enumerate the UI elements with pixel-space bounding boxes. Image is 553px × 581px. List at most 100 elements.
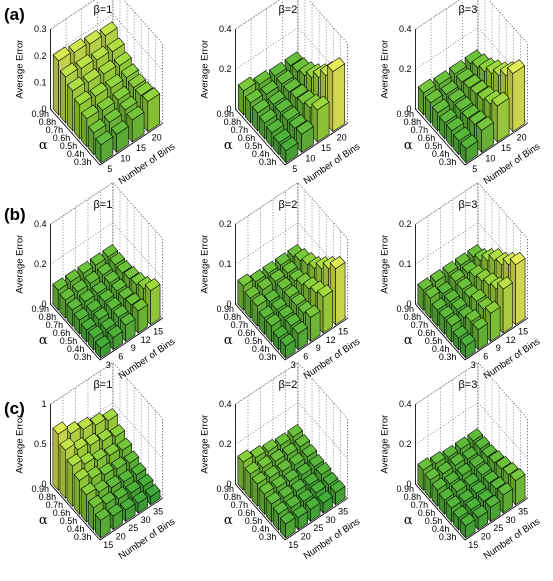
- bar-0.3h-15: [509, 252, 526, 326]
- z-tick-label: 0.2: [34, 259, 47, 269]
- alpha-tick-label: 0.6h: [418, 508, 436, 518]
- alpha-tick-label: 0.8h: [404, 117, 422, 127]
- bar-0.3h-20: [507, 59, 526, 133]
- alpha-tick-label: 0.9h: [397, 109, 415, 119]
- chart-bars: [417, 428, 526, 539]
- bar-0.3h-35: [144, 484, 161, 506]
- chart-1-2: 0 0.2 0.4 0.9h0.8h0.7h0.6h0.5h0.4h0.3h 5 10 15…: [200, 0, 362, 187]
- alpha-tick-label: 0.7h: [411, 320, 429, 330]
- z-tick-label: 0.1: [34, 78, 47, 88]
- bar-0.3h-5: [280, 136, 299, 164]
- alpha-tick-label: 0.5h: [245, 141, 263, 151]
- chart-title: β=1: [93, 379, 112, 391]
- alpha-tick-label: 0.4h: [252, 149, 270, 159]
- bin-tick-label: 6: [303, 352, 308, 362]
- alpha-tick-label: 0.5h: [425, 516, 443, 526]
- bar-0.3h-6: [107, 324, 124, 351]
- chart-3-3: 0 0.2 0.4 0.9h0.8h0.7h0.6h0.5h0.4h0.3h 15202…: [380, 361, 542, 562]
- bin-tick-label: 35: [518, 507, 528, 517]
- alpha-axis-label: α: [39, 333, 48, 348]
- z-tick-label: 0.2: [219, 439, 232, 449]
- bar-0.3h-20: [142, 87, 161, 133]
- bin-tick-label: 9: [496, 343, 501, 353]
- bin-tick-label: 15: [468, 540, 478, 550]
- figure-row-3: (c)00.510.9h0.8h0.7h0.6h0.5h0.4h0.3h1520…: [4, 361, 542, 562]
- z-tick-label: 0.2: [399, 219, 412, 229]
- bin-tick-label: 15: [103, 540, 113, 550]
- chart-title: β=1: [93, 4, 112, 16]
- row-label: (c): [4, 399, 25, 418]
- y-axis-label: Average Error: [15, 415, 26, 474]
- alpha-tick-label: 0.7h: [46, 320, 64, 330]
- z-tick-label: 0: [226, 479, 231, 489]
- bar-0.3h-15: [329, 256, 346, 326]
- alpha-axis-label: α: [224, 513, 233, 528]
- z-tick-label: 0: [406, 479, 411, 489]
- chart-1-1: 00.10.20.30.9h0.8h0.7h0.6h0.5h0.4h0.3h51…: [15, 0, 177, 187]
- alpha-tick-label: 0.5h: [245, 516, 263, 526]
- alpha-axis-label: α: [224, 333, 233, 348]
- chart-3-2: 0 0.2 0.4 0.9h0.8h0.7h0.6h0.5h0.4h0.3h 15202…: [200, 361, 362, 562]
- alpha-tick-label: 0.8h: [224, 312, 242, 322]
- alpha-tick-label: 0.7h: [231, 500, 249, 510]
- bin-tick-label: 12: [326, 335, 336, 345]
- bin-tick-label: 30: [506, 515, 516, 525]
- bar-0.3h-30: [317, 490, 333, 514]
- z-tick-label: 0: [226, 104, 231, 114]
- chart-bars: [237, 51, 346, 164]
- alpha-tick-label: 0.7h: [231, 320, 249, 330]
- bin-tick-label: 12: [506, 335, 516, 345]
- z-tick-label: 0: [41, 299, 46, 309]
- alpha-tick-label: 0.8h: [224, 492, 242, 502]
- alpha-tick-label: 0.9h: [217, 109, 235, 119]
- bin-tick-label: 6: [483, 352, 488, 362]
- alpha-tick-label: 0.3h: [439, 532, 457, 542]
- chart-bars: [52, 21, 161, 164]
- alpha-tick-label: 0.4h: [252, 524, 270, 534]
- bin-tick-label: 30: [326, 515, 336, 525]
- bin-tick-label: 20: [301, 532, 311, 542]
- alpha-tick-label: 0.6h: [238, 508, 256, 518]
- bar-0.3h-15: [279, 511, 296, 539]
- bin-tick-label: 35: [153, 507, 163, 517]
- y-axis-label: Average Error: [380, 40, 391, 99]
- bin-tick-label: 9: [316, 343, 321, 353]
- bar-0.3h-10: [110, 120, 129, 154]
- alpha-tick-label: 0.4h: [432, 149, 450, 159]
- chart-3-1: 00.510.9h0.8h0.7h0.6h0.5h0.4h0.3h1520253…: [15, 361, 177, 562]
- bar-0.3h-3: [94, 335, 111, 359]
- figure-row-2: (b)00.20.40.9h0.8h0.7h0.6h0.5h0.4h0.3h36…: [4, 181, 542, 382]
- alpha-axis-label: α: [39, 138, 48, 153]
- bar-0.3h-3: [459, 333, 476, 359]
- bar-0.3h-6: [292, 320, 309, 351]
- alpha-tick-label: 0.3h: [439, 157, 457, 167]
- alpha-tick-label: 0.4h: [432, 344, 450, 354]
- bar-0.3h-15: [491, 91, 510, 143]
- alpha-tick-label: 0.6h: [418, 133, 436, 143]
- z-tick-label: 0.4: [219, 24, 232, 34]
- bar-0.3h-15: [94, 507, 111, 539]
- alpha-tick-label: 0.8h: [39, 312, 57, 322]
- bin-tick-label: 20: [517, 133, 527, 143]
- alpha-tick-label: 0.7h: [46, 500, 64, 510]
- bin-tick-label: 3: [471, 360, 476, 370]
- chart-bars: [52, 408, 161, 539]
- alpha-tick-label: 0.7h: [411, 500, 429, 510]
- z-tick-label: 1: [41, 399, 46, 409]
- alpha-tick-label: 0.6h: [53, 328, 71, 338]
- z-tick-label: 0.2: [219, 219, 232, 229]
- z-tick-label: 0: [226, 299, 231, 309]
- bin-tick-label: 25: [128, 523, 138, 533]
- bin-tick-label: 20: [152, 133, 162, 143]
- alpha-tick-label: 0.8h: [404, 312, 422, 322]
- alpha-tick-label: 0.7h: [231, 125, 249, 135]
- chart-bars: [52, 244, 161, 359]
- alpha-tick-label: 0.3h: [74, 352, 92, 362]
- bar-0.3h-30: [132, 490, 148, 514]
- bin-tick-label: 15: [288, 540, 298, 550]
- alpha-tick-label: 0.9h: [32, 304, 50, 314]
- z-tick-label: 0.2: [399, 439, 412, 449]
- chart-title: β=2: [278, 4, 297, 16]
- z-tick-label: 0.4: [399, 24, 412, 34]
- bin-tick-label: 5: [472, 164, 477, 174]
